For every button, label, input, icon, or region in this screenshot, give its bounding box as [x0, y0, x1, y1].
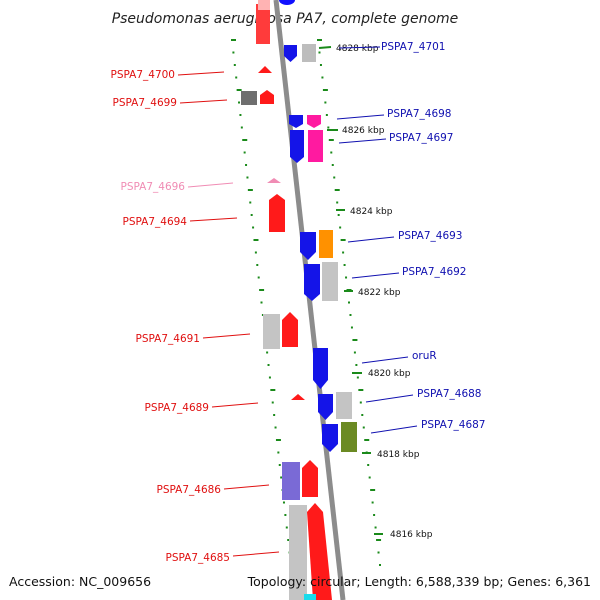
gene-feature-4698[interactable]	[289, 115, 303, 128]
gene-feature-oruR[interactable]	[313, 348, 328, 389]
gene-feature[interactable]	[341, 422, 357, 452]
gene-feature-4688[interactable]	[318, 394, 333, 420]
genome-summary-text: Topology: circular; Length: 6,588,339 bp…	[247, 574, 591, 589]
gene-feature[interactable]	[241, 91, 257, 105]
gene-label[interactable]: PSPA7_4696	[121, 181, 186, 193]
gene-label[interactable]: PSPA7_4698	[387, 108, 452, 120]
gene-feature[interactable]	[319, 230, 333, 258]
gene-feature-4701[interactable]	[284, 45, 297, 62]
gene-label[interactable]: PSPA7_4687	[421, 419, 486, 431]
right-gene-labels: PSPA7_4701 PSPA7_4698 PSPA7_4697 PSPA7_4…	[336, 41, 486, 434]
gene-feature[interactable]	[304, 594, 316, 600]
gene-feature-4693[interactable]	[300, 232, 316, 260]
gene-label[interactable]: PSPA7_4701	[381, 41, 446, 53]
gene-label[interactable]: PSPA7_4691	[136, 333, 201, 345]
kbp-label: 4816 kbp	[390, 530, 433, 540]
gene-feature[interactable]	[302, 44, 316, 62]
gene-feature[interactable]	[263, 314, 280, 349]
kbp-label: 4818 kbp	[377, 450, 420, 460]
gene-features	[241, 0, 357, 600]
gene-label[interactable]: PSPA7_4693	[398, 230, 463, 242]
map-title: Pseudomonas aeruginosa PA7, complete gen…	[112, 11, 459, 27]
gene-feature-4685[interactable]	[289, 505, 307, 600]
kbp-label: 4828 kbp	[336, 44, 379, 54]
gene-feature[interactable]	[308, 130, 323, 162]
gene-label[interactable]: oruR	[412, 350, 437, 362]
gene-feature-4697[interactable]	[290, 130, 304, 163]
gene-label[interactable]: PSPA7_4697	[389, 132, 454, 144]
gene-feature[interactable]	[307, 503, 332, 600]
gene-label[interactable]: PSPA7_4699	[113, 97, 178, 109]
gene-feature-4691[interactable]	[282, 312, 298, 347]
kbp-label: 4822 kbp	[358, 288, 401, 298]
gene-feature[interactable]	[279, 0, 295, 5]
gene-feature[interactable]	[322, 262, 338, 301]
gene-label[interactable]: PSPA7_4692	[402, 266, 467, 278]
gene-feature[interactable]	[256, 4, 270, 44]
gene-feature[interactable]	[336, 392, 352, 419]
gene-feature[interactable]	[302, 460, 318, 497]
gene-label[interactable]: PSPA7_4686	[157, 484, 222, 496]
gene-feature-4687[interactable]	[322, 424, 338, 452]
kbp-label: 4824 kbp	[350, 207, 393, 217]
gene-label[interactable]: PSPA7_4700	[111, 69, 176, 81]
gene-label[interactable]: PSPA7_4689	[145, 402, 210, 414]
gene-label[interactable]: PSPA7_4688	[417, 388, 482, 400]
gene-label[interactable]: PSPA7_4685	[166, 552, 231, 564]
gene-feature-4700[interactable]	[258, 66, 272, 73]
accession-text: Accession: NC_009656	[9, 574, 151, 589]
gene-feature-4689[interactable]	[291, 394, 305, 400]
kbp-scale: 4828 kbp 4826 kbp 4824 kbp 4822 kbp 4820…	[318, 44, 433, 540]
gene-feature-4696[interactable]	[267, 178, 281, 183]
gene-feature-4694[interactable]	[269, 194, 285, 232]
left-gene-labels: PSPA7_4700 PSPA7_4699 PSPA7_4696 PSPA7_4…	[111, 69, 280, 564]
gene-label[interactable]: PSPA7_4694	[123, 216, 188, 228]
kbp-label: 4826 kbp	[342, 126, 385, 136]
gene-feature[interactable]	[307, 115, 321, 128]
gene-feature-4699[interactable]	[260, 90, 274, 104]
kbp-label: 4820 kbp	[368, 369, 411, 379]
genome-backbone	[273, 0, 346, 600]
gene-feature[interactable]	[258, 0, 270, 10]
gene-feature-4692[interactable]	[304, 264, 320, 301]
gene-feature-4686[interactable]	[282, 462, 300, 500]
